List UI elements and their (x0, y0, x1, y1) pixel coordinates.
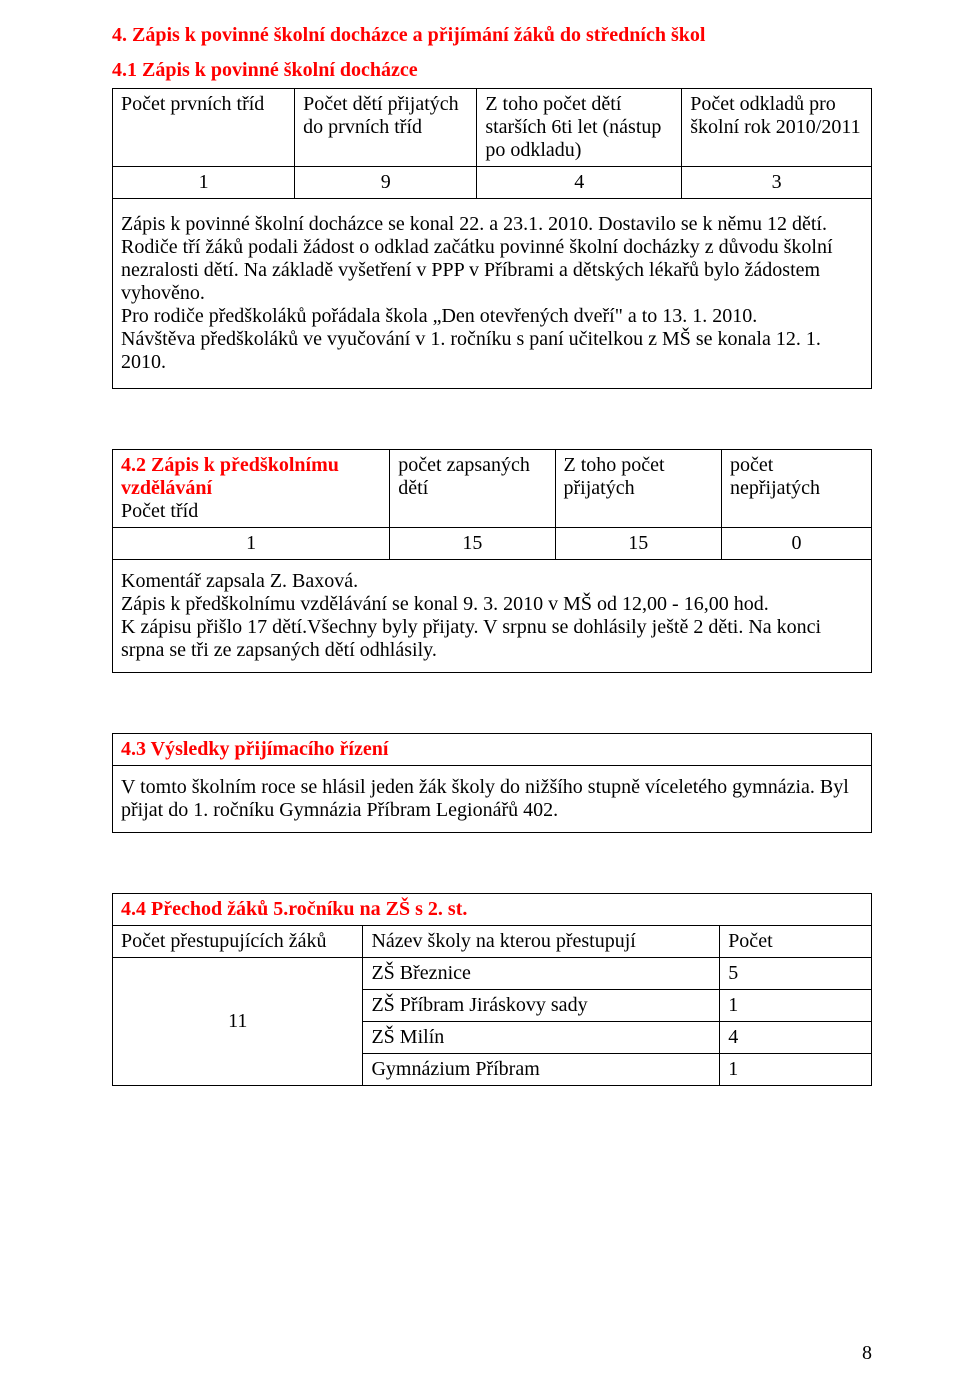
section42-paragraph: Komentář zapsala Z. Baxová. Zápis k před… (121, 570, 863, 662)
cell: 3 (682, 167, 872, 199)
table-row: Zápis k povinné školní docházce se konal… (113, 199, 872, 389)
page: 4. Zápis k povinné školní docházce a při… (0, 0, 960, 1385)
table-row: Komentář zapsala Z. Baxová. Zápis k před… (113, 560, 872, 673)
section43-title: 4.3 Výsledky přijímacího řízení (121, 738, 388, 760)
col-header: Počet dětí přijatých do prvních tříd (295, 89, 477, 167)
col-header: počet zapsaných dětí (390, 450, 555, 528)
col-header: Název školy na kterou přestupují (363, 926, 720, 958)
section41-table: Počet prvních tříd Počet dětí přijatých … (112, 88, 872, 389)
cell: 4 (477, 167, 682, 199)
col-header: Počet přestupujících žáků (113, 926, 363, 958)
section4-title: 4. Zápis k povinné školní docházce a při… (112, 24, 872, 47)
table-row: 1 15 15 0 (113, 528, 872, 560)
col-header-text: Počet tříd (121, 500, 198, 522)
section42-paragraph-cell: Komentář zapsala Z. Baxová. Zápis k před… (113, 560, 872, 673)
col-header: počet nepřijatých (722, 450, 872, 528)
cell: 1 (113, 528, 390, 560)
cell: 4 (720, 1022, 872, 1054)
table-row: V tomto školním roce se hlásil jeden žák… (113, 766, 872, 833)
table-row: 11 ZŠ Březnice 5 (113, 958, 872, 990)
cell: Gymnázium Příbram (363, 1054, 720, 1086)
section43-box: 4.3 Výsledky přijímacího řízení V tomto … (112, 733, 872, 833)
section41-paragraph-cell: Zápis k povinné školní docházce se konal… (113, 199, 872, 389)
table-row: Počet prvních tříd Počet dětí přijatých … (113, 89, 872, 167)
cell: ZŠ Příbram Jiráskovy sady (363, 990, 720, 1022)
col-header: Z toho počet přijatých (555, 450, 722, 528)
cell: 9 (295, 167, 477, 199)
cell: ZŠ Březnice (363, 958, 720, 990)
section43-paragraph-cell: V tomto školním roce se hlásil jeden žák… (113, 766, 872, 833)
col-header: Počet (720, 926, 872, 958)
table-row: 1 9 4 3 (113, 167, 872, 199)
section42-title: 4.2 Zápis k předškolnímu vzdělávání (121, 454, 339, 499)
section44-title: 4.4 Přechod žáků 5.ročníku na ZŠ s 2. st… (121, 898, 467, 920)
col-header: Počet odkladů pro školní rok 2010/2011 (682, 89, 872, 167)
table-row: 4.4 Přechod žáků 5.ročníku na ZŠ s 2. st… (113, 894, 872, 926)
section41-title: 4.1 Zápis k povinné školní docházce (112, 59, 872, 82)
section42-table: 4.2 Zápis k předškolnímu vzdělávání Poče… (112, 449, 872, 673)
cell: 15 (390, 528, 555, 560)
section41-paragraph: Zápis k povinné školní docházce se konal… (121, 213, 863, 374)
table-row: 4.3 Výsledky přijímacího řízení (113, 734, 872, 766)
cell: 5 (720, 958, 872, 990)
section44-table: 4.4 Přechod žáků 5.ročníku na ZŠ s 2. st… (112, 893, 872, 1086)
page-number: 8 (862, 1342, 872, 1365)
col-header: Z toho počet dětí starších 6ti let (nást… (477, 89, 682, 167)
cell: 0 (722, 528, 872, 560)
cell: 1 (720, 990, 872, 1022)
cell: 11 (113, 958, 363, 1086)
section43-paragraph: V tomto školním roce se hlásil jeden žák… (121, 776, 863, 822)
section44-title-cell: 4.4 Přechod žáků 5.ročníku na ZŠ s 2. st… (113, 894, 872, 926)
cell: ZŠ Milín (363, 1022, 720, 1054)
cell: 1 (113, 167, 295, 199)
cell: 1 (720, 1054, 872, 1086)
table-row: 4.2 Zápis k předškolnímu vzdělávání Poče… (113, 450, 872, 528)
col-header: Počet prvních tříd (113, 89, 295, 167)
section43-title-cell: 4.3 Výsledky přijímacího řízení (113, 734, 872, 766)
col-header: 4.2 Zápis k předškolnímu vzdělávání Poče… (113, 450, 390, 528)
cell: 15 (555, 528, 722, 560)
table-row: Počet přestupujících žáků Název školy na… (113, 926, 872, 958)
